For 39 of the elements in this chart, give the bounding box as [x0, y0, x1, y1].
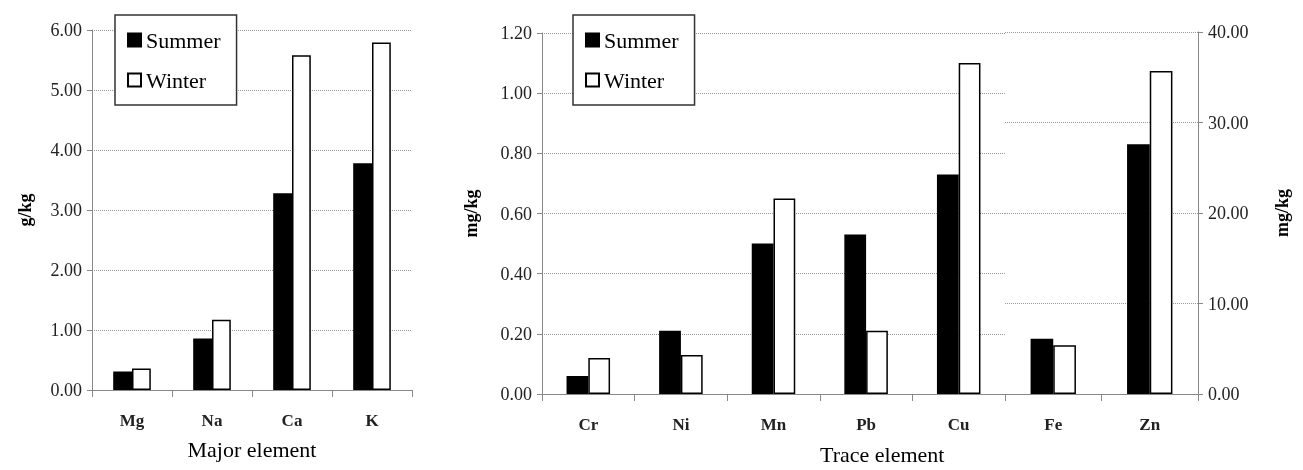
- y-axis-title: g/kg: [15, 193, 35, 227]
- x-tick-label: Mn: [760, 415, 787, 434]
- y2-tick-label: 0.00: [1208, 384, 1240, 404]
- x-tick-label: Mg: [119, 411, 145, 430]
- y-tick-label: 0.40: [500, 263, 532, 284]
- y2-axis-title: mg/kg: [1272, 188, 1292, 238]
- y-tick-label: 0.00: [50, 380, 82, 400]
- y2-tick-label: 10.00: [1208, 293, 1249, 314]
- x-tick-label: Zn: [1139, 415, 1161, 434]
- y-tick-label: 0.60: [500, 203, 532, 224]
- x-tick-label: Na: [201, 411, 223, 430]
- x-tick-label: Ni: [672, 415, 690, 434]
- y-tick-label: 0.80: [500, 143, 532, 164]
- y-tick-label: 0.20: [500, 323, 532, 344]
- y-axis-title: mg/kg: [461, 189, 481, 238]
- y2-tick-label: 40.00: [1208, 22, 1249, 42]
- legend-label: Winter: [604, 67, 665, 93]
- y2-tick-label: 30.00: [1208, 112, 1249, 133]
- y-tick-label: 1.20: [500, 23, 532, 43]
- x-tick-label: K: [365, 411, 380, 430]
- y-tick-label: 3.00: [50, 200, 82, 220]
- y-tick-label: 2.00: [50, 260, 82, 280]
- x-tick-label: Cr: [578, 415, 599, 434]
- y-tick-label: 6.00: [50, 20, 82, 40]
- x-tick-label: Fe: [1044, 415, 1063, 434]
- x-tick-label: Cu: [947, 415, 970, 434]
- x-axis-title: Major element: [187, 436, 317, 462]
- y2-tick-label: 20.00: [1208, 203, 1249, 223]
- y-tick-label: 1.00: [50, 320, 82, 340]
- y-tick-label: 5.00: [50, 80, 82, 100]
- legend-label: Summer: [146, 27, 222, 53]
- legend-label: Winter: [146, 67, 207, 93]
- y-tick-label: 4.00: [50, 140, 82, 160]
- y-tick-label: 1.00: [500, 83, 532, 104]
- y-tick-label: 0.00: [500, 384, 532, 404]
- legend-label: Summer: [604, 27, 680, 53]
- x-tick-label: Ca: [281, 411, 303, 430]
- x-axis-title: Trace element: [820, 441, 945, 467]
- x-tick-label: Pb: [856, 415, 877, 434]
